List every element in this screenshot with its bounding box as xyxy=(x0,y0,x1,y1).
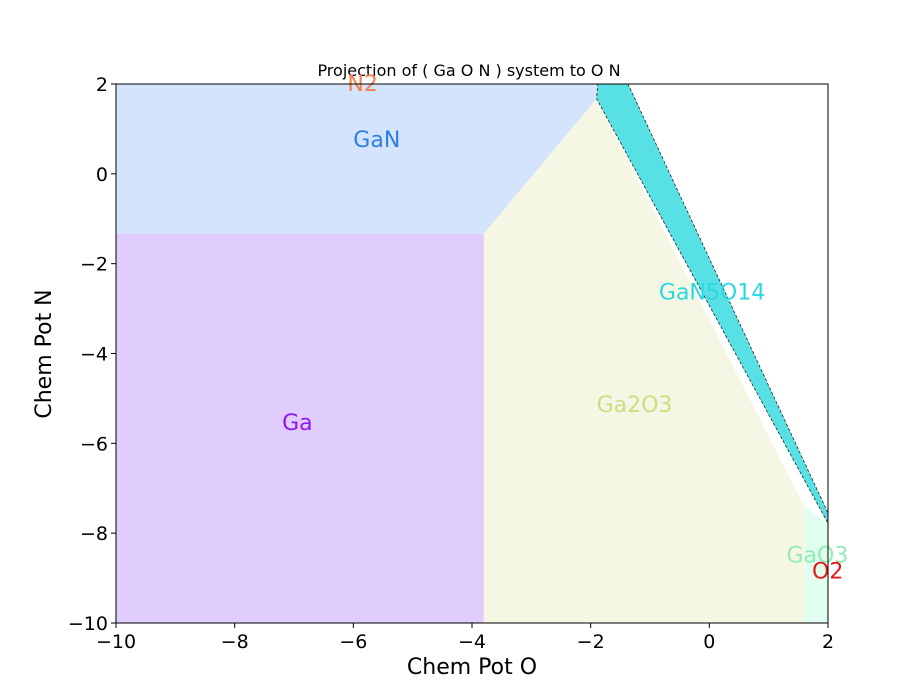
region-label-gao3: GaO3 xyxy=(787,543,849,568)
region-gan xyxy=(116,84,599,234)
x-tick-label: −2 xyxy=(577,631,605,653)
region-gan5o14 xyxy=(596,84,828,524)
y-axis-title: Chem Pot N xyxy=(32,289,57,418)
y-tick-label: −2 xyxy=(80,254,108,276)
region-ga2o3 xyxy=(483,98,805,624)
y-tick-label: −6 xyxy=(80,433,108,455)
y-tick-label: −8 xyxy=(80,523,108,545)
x-tick-label: 0 xyxy=(703,631,715,653)
region-label-ga: Ga xyxy=(282,411,313,436)
x-tick-label: −8 xyxy=(221,631,249,653)
chart-title: Projection of ( Ga O N ) system to O N xyxy=(317,61,620,80)
y-tick-label: −4 xyxy=(80,344,108,366)
x-tick-label: −10 xyxy=(96,631,136,653)
region-gao3 xyxy=(804,506,828,623)
regions-layer xyxy=(116,84,828,624)
region-ga xyxy=(116,233,484,623)
region-label-ga2o3: Ga2O3 xyxy=(597,393,673,418)
y-tick-label: 0 xyxy=(96,164,108,186)
x-axis: −10 −8 −6 −4 −2 0 2 xyxy=(96,623,834,653)
region-label-gan: GaN xyxy=(353,128,400,153)
x-tick-label: 2 xyxy=(822,631,834,653)
y-tick-label: 2 xyxy=(96,74,108,96)
region-label-gan5o14: GaN5O14 xyxy=(659,281,765,306)
x-tick-label: −6 xyxy=(339,631,367,653)
y-tick-label: −10 xyxy=(68,613,108,635)
y-axis: −10 −8 −6 −4 −2 0 2 xyxy=(68,74,116,635)
x-axis-title: Chem Pot O xyxy=(407,655,537,680)
x-tick-label: −4 xyxy=(458,631,486,653)
